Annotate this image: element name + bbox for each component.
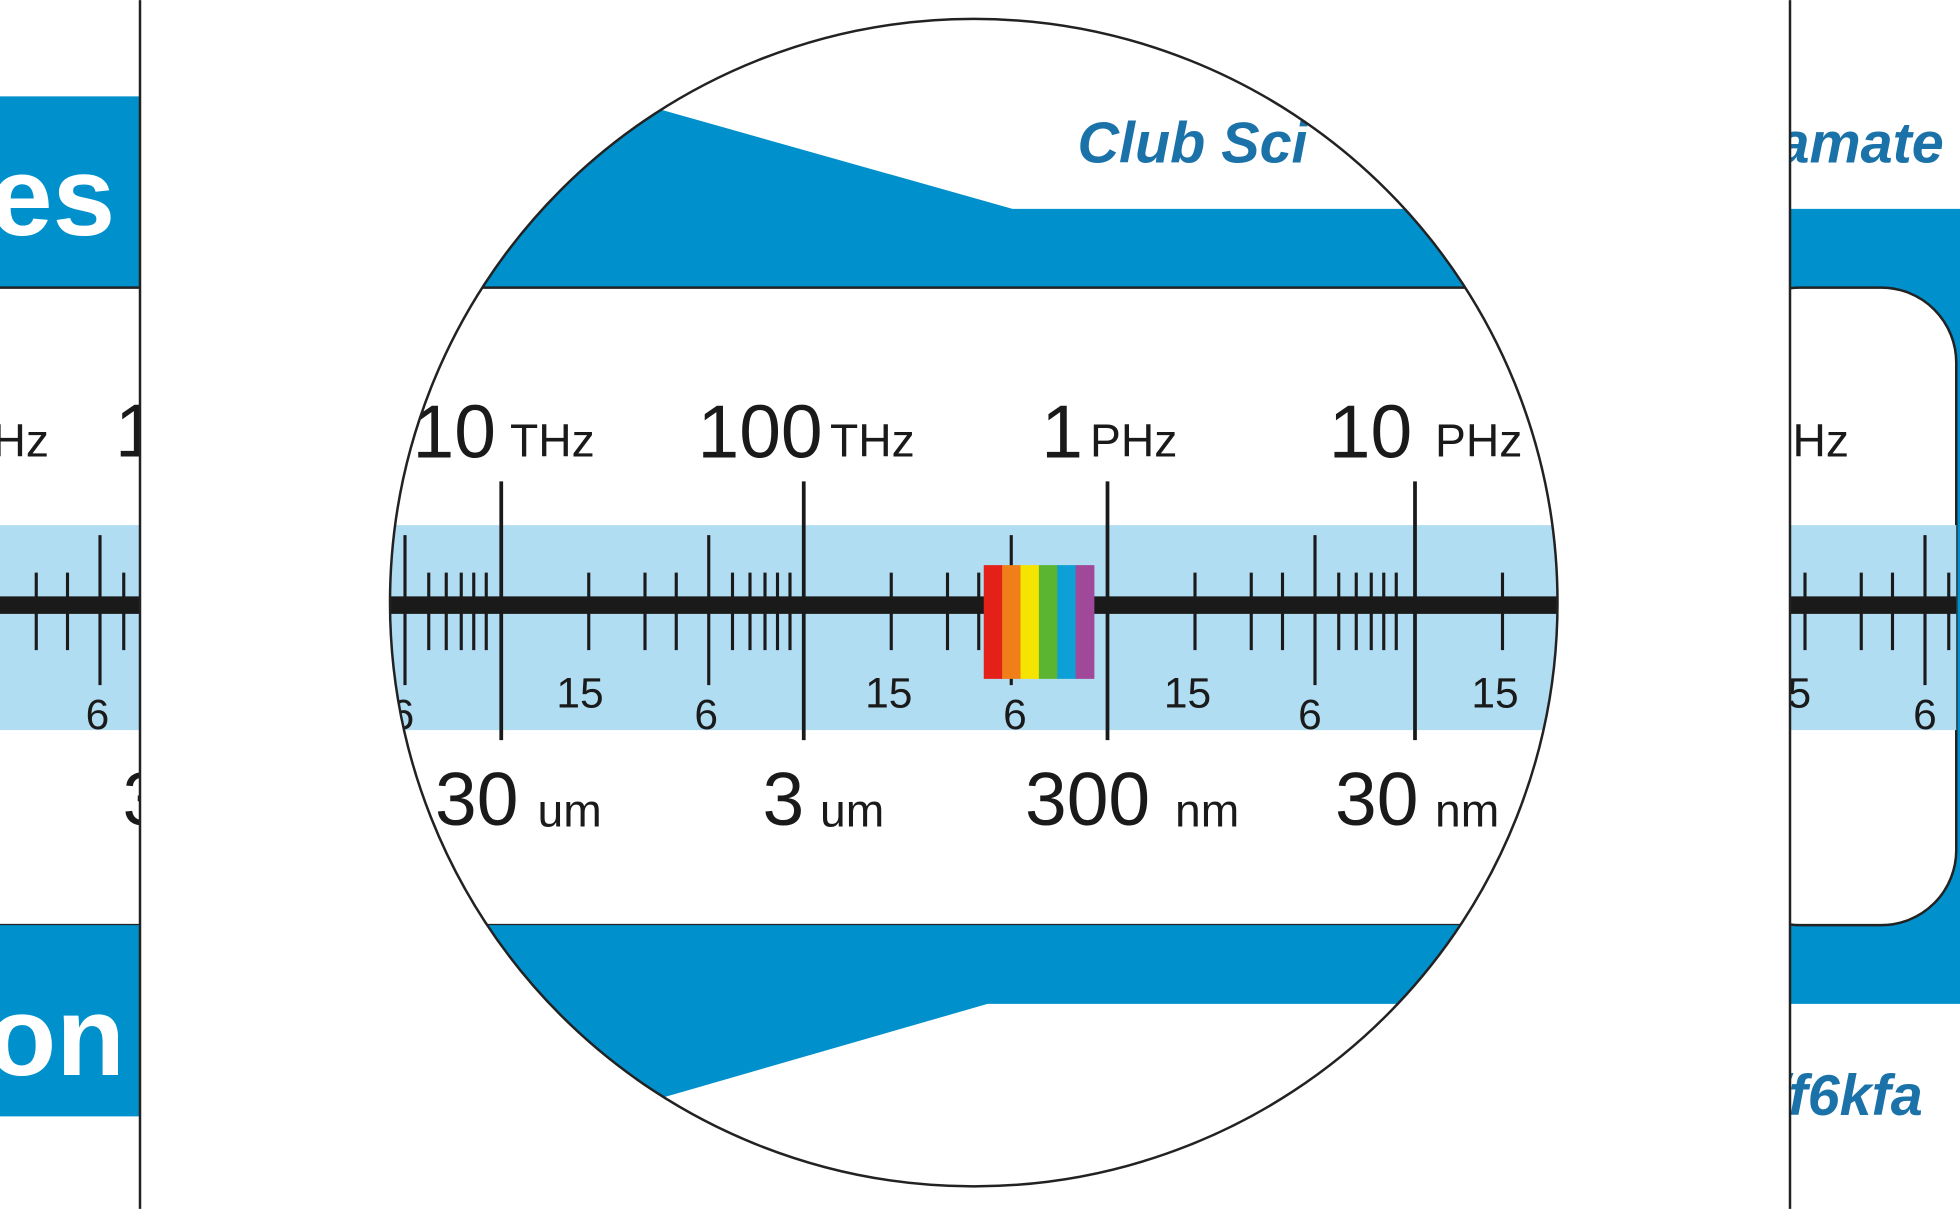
minor-label: 5 xyxy=(1788,671,1812,718)
unit-label: Hz xyxy=(0,414,49,466)
wavelength-unit: nm xyxy=(1175,784,1239,836)
minor-label: 15 xyxy=(865,671,912,718)
wavelength-number: 3 xyxy=(123,757,165,841)
frequency-unit: PHz xyxy=(1435,414,1522,466)
wavelength-unit: um xyxy=(538,784,602,836)
scale-band xyxy=(390,525,1558,731)
minor-label: 6 xyxy=(86,692,110,739)
unit-label: Hz xyxy=(1793,414,1850,466)
minor-label: 6 xyxy=(1003,692,1027,739)
right-panel: amate Hz 5 6 /f6kfa xyxy=(1770,112,1960,1128)
frequency-number: 1 xyxy=(115,388,157,472)
blue-box xyxy=(0,96,140,288)
wavelength-unit: nm xyxy=(1435,784,1499,836)
spectrum-stripe xyxy=(1038,565,1058,679)
panel-text: es xyxy=(0,133,115,259)
scale-line xyxy=(0,596,140,614)
scale-line xyxy=(390,596,1558,614)
blue-box xyxy=(0,925,140,1117)
spectrum-stripe xyxy=(983,565,1003,679)
panel-text: on xyxy=(0,973,125,1099)
frequency-number: 10 xyxy=(413,390,496,474)
brand-text: /f6kfa xyxy=(1770,1064,1923,1128)
wavelength-number: 30 xyxy=(435,757,518,841)
frequency-unit: PHz xyxy=(1090,414,1177,466)
scale-band xyxy=(1790,525,1957,731)
brand-text: amate xyxy=(1778,112,1944,176)
minor-label: 6 xyxy=(1913,692,1937,739)
spectrum-stripe xyxy=(1057,565,1076,679)
minor-label: 6 xyxy=(694,692,718,739)
spectrum-stripe xyxy=(1075,565,1095,679)
spectrum-stripe xyxy=(1002,565,1021,679)
brand-text: Club Sci xyxy=(1078,112,1309,176)
frequency-unit: THz xyxy=(830,414,915,466)
wavelength-number: 3 xyxy=(763,757,805,841)
left-panel: es Hz 1 6 3 on xyxy=(0,96,165,1117)
minor-label: 15 xyxy=(556,671,603,718)
minor-label: 15 xyxy=(1471,671,1518,718)
minor-label: 15 xyxy=(1164,671,1211,718)
wavelength-unit: um xyxy=(820,784,884,836)
scale-line xyxy=(1790,596,1957,614)
visible-spectrum xyxy=(983,565,1095,679)
spectrum-stripe xyxy=(1020,565,1040,679)
frequency-number: 10 xyxy=(1329,390,1412,474)
blue-band xyxy=(390,925,1558,1132)
frequency-number: 100 xyxy=(698,390,823,474)
minor-label: 6 xyxy=(1298,692,1322,739)
magnifier-border xyxy=(388,17,1559,1188)
frequency-number: 1 xyxy=(1041,390,1083,474)
wavelength-number: 300 xyxy=(1025,757,1150,841)
wavelength-number: 30 xyxy=(1335,757,1418,841)
scale-band xyxy=(0,525,140,731)
blue-band xyxy=(390,75,1558,288)
frequency-unit: THz xyxy=(510,414,595,466)
